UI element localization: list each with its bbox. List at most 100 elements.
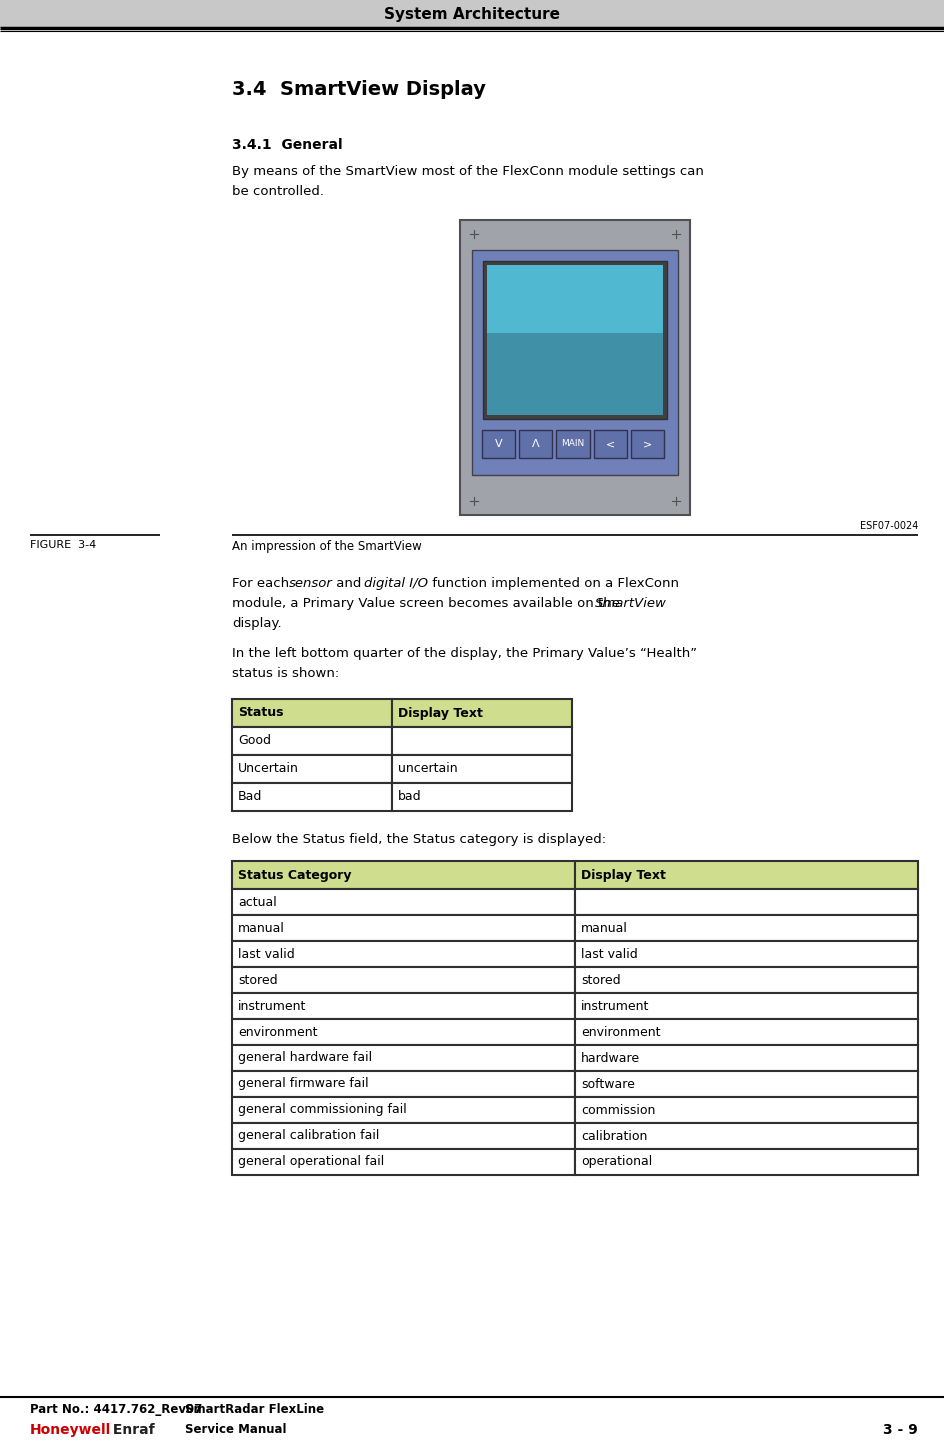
Text: MAIN: MAIN: [561, 439, 584, 448]
Text: general operational fail: general operational fail: [238, 1155, 384, 1168]
Text: status is shown:: status is shown:: [232, 666, 339, 679]
Bar: [232, 941, 574, 968]
Bar: [232, 915, 574, 941]
Circle shape: [465, 226, 481, 242]
Text: general hardware fail: general hardware fail: [238, 1052, 372, 1065]
Bar: [392, 698, 571, 728]
Bar: [392, 728, 571, 755]
Bar: [392, 783, 571, 810]
Bar: [593, 431, 626, 458]
Text: uncertain: uncertain: [397, 762, 457, 776]
Text: hardware: hardware: [581, 1052, 639, 1065]
Bar: [574, 941, 917, 968]
Text: instrument: instrument: [581, 1000, 649, 1013]
Text: be controlled.: be controlled.: [232, 185, 324, 198]
Text: 3.4.1  General: 3.4.1 General: [232, 138, 343, 151]
Text: Status Category: Status Category: [238, 869, 351, 882]
Bar: [232, 1123, 574, 1149]
Text: SmartView: SmartView: [595, 597, 666, 610]
Text: commission: commission: [581, 1103, 655, 1116]
Text: module, a Primary Value screen becomes available on the: module, a Primary Value screen becomes a…: [232, 597, 624, 610]
Circle shape: [465, 493, 481, 509]
Text: general firmware fail: general firmware fail: [238, 1078, 368, 1090]
Text: An impression of the SmartView: An impression of the SmartView: [232, 540, 421, 553]
Text: manual: manual: [581, 921, 627, 934]
Text: environment: environment: [581, 1026, 660, 1039]
Text: software: software: [581, 1078, 634, 1090]
Bar: [574, 992, 917, 1018]
Bar: [574, 889, 917, 915]
Text: last valid: last valid: [238, 947, 295, 960]
Bar: [232, 698, 392, 728]
Text: last valid: last valid: [581, 947, 637, 960]
Bar: [486, 265, 663, 415]
Text: and: and: [331, 578, 365, 589]
Text: display.: display.: [232, 617, 281, 630]
Bar: [574, 1018, 917, 1045]
Text: sensor: sensor: [289, 578, 332, 589]
Text: ESF07-0024: ESF07-0024: [859, 521, 917, 531]
Bar: [232, 755, 392, 783]
Bar: [232, 1097, 574, 1123]
Bar: [232, 1045, 574, 1071]
Text: Good: Good: [238, 735, 271, 748]
Text: FIGURE  3-4: FIGURE 3-4: [30, 540, 96, 550]
Text: SmartRadar FlexLine: SmartRadar FlexLine: [185, 1403, 324, 1416]
Text: Display Text: Display Text: [397, 707, 482, 720]
Text: general commissioning fail: general commissioning fail: [238, 1103, 406, 1116]
Text: System Architecture: System Architecture: [384, 6, 560, 22]
Bar: [574, 1097, 917, 1123]
Bar: [574, 1149, 917, 1176]
Bar: [232, 1149, 574, 1176]
Text: Part No.: 4417.762_Rev07: Part No.: 4417.762_Rev07: [30, 1403, 202, 1416]
Bar: [232, 889, 574, 915]
Bar: [481, 431, 514, 458]
Text: >: >: [642, 439, 651, 450]
Bar: [392, 755, 571, 783]
Bar: [574, 915, 917, 941]
Bar: [486, 333, 663, 415]
Text: manual: manual: [238, 921, 284, 934]
Text: Λ: Λ: [531, 439, 539, 450]
Text: actual: actual: [238, 895, 277, 908]
Bar: [232, 992, 574, 1018]
Bar: [460, 220, 689, 515]
Bar: [631, 431, 664, 458]
Bar: [482, 260, 666, 419]
Text: stored: stored: [581, 973, 620, 986]
Circle shape: [667, 226, 683, 242]
Text: Enraf: Enraf: [108, 1423, 155, 1438]
Bar: [574, 1123, 917, 1149]
Text: environment: environment: [238, 1026, 317, 1039]
Text: operational: operational: [581, 1155, 651, 1168]
Text: calibration: calibration: [581, 1129, 647, 1142]
Text: instrument: instrument: [238, 1000, 306, 1013]
Text: In the left bottom quarter of the display, the Primary Value’s “Health”: In the left bottom quarter of the displa…: [232, 647, 697, 661]
Bar: [574, 968, 917, 992]
Bar: [556, 431, 589, 458]
Bar: [574, 1045, 917, 1071]
Text: 3 - 9: 3 - 9: [883, 1423, 917, 1438]
Bar: [574, 1071, 917, 1097]
Circle shape: [667, 493, 683, 509]
Text: Status: Status: [238, 707, 283, 720]
Text: digital I/O: digital I/O: [363, 578, 428, 589]
Bar: [232, 783, 392, 810]
Bar: [232, 861, 574, 889]
Bar: [232, 1018, 574, 1045]
Text: Service Manual: Service Manual: [185, 1423, 286, 1436]
Text: For each: For each: [232, 578, 293, 589]
Text: function implemented on a FlexConn: function implemented on a FlexConn: [428, 578, 679, 589]
Text: Below the Status field, the Status category is displayed:: Below the Status field, the Status categ…: [232, 834, 605, 845]
Bar: [232, 968, 574, 992]
Text: Display Text: Display Text: [581, 869, 666, 882]
Bar: [232, 1071, 574, 1097]
Text: 3.4  SmartView Display: 3.4 SmartView Display: [232, 80, 485, 99]
Text: Bad: Bad: [238, 790, 262, 803]
Text: By means of the SmartView most of the FlexConn module settings can: By means of the SmartView most of the Fl…: [232, 164, 703, 178]
Bar: [471, 250, 677, 474]
Text: <: <: [605, 439, 615, 450]
Bar: [232, 728, 392, 755]
Bar: [0, 0, 944, 28]
Text: stored: stored: [238, 973, 278, 986]
